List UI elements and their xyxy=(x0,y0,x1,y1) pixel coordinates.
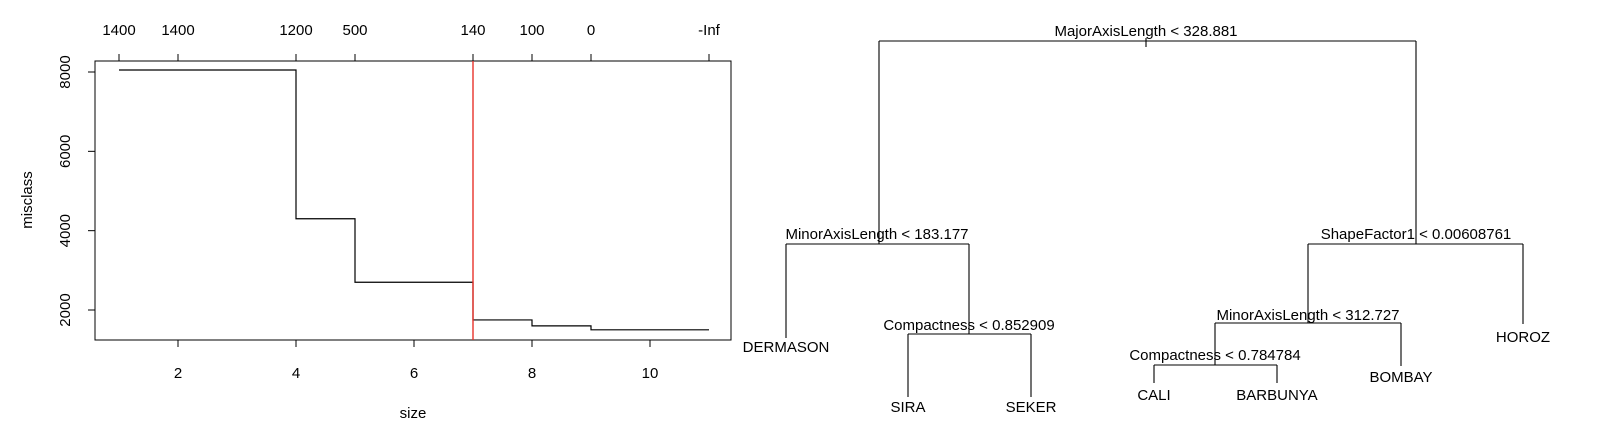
top-tick-label: 1200 xyxy=(279,22,312,39)
split-label-minor183: MinorAxisLength < 183.177 xyxy=(785,226,968,243)
tree-labels: MajorAxisLength < 328.881 MinorAxisLengt… xyxy=(743,23,1550,416)
x-tick-label: 10 xyxy=(642,365,659,382)
misclass-step-line xyxy=(119,69,709,331)
x-tick-label: 8 xyxy=(528,365,536,382)
leaf-horoz: HOROZ xyxy=(1496,329,1550,346)
y-tick-label: 8000 xyxy=(57,55,74,88)
tree-branches xyxy=(785,38,1524,397)
y-axis-label: misclass xyxy=(19,171,36,229)
top-tick-label: 1400 xyxy=(102,22,135,39)
top-axis: 1400 1400 1200 500 140 100 0 -Inf xyxy=(102,22,721,61)
top-tick-label: -Inf xyxy=(698,22,721,39)
x-axis-label: size xyxy=(400,405,427,422)
split-label-minor312: MinorAxisLength < 312.727 xyxy=(1216,307,1399,324)
top-tick-label: 1400 xyxy=(161,22,194,39)
top-tick-label: 500 xyxy=(342,22,367,39)
split-label-comp0784: Compactness < 0.784784 xyxy=(1129,347,1300,364)
leaf-cali: CALI xyxy=(1137,387,1170,404)
y-tick-label: 4000 xyxy=(57,214,74,247)
split-label-sf1: ShapeFactor1 < 0.00608761 xyxy=(1321,226,1512,243)
x-axis: 2 4 6 8 10 xyxy=(174,339,659,382)
y-tick-label: 6000 xyxy=(57,135,74,168)
leaf-seker: SEKER xyxy=(1006,399,1057,416)
y-tick-label: 2000 xyxy=(57,293,74,326)
plot-box xyxy=(94,60,732,341)
y-axis: 2000 4000 6000 8000 xyxy=(57,55,95,327)
leaf-dermason: DERMASON xyxy=(743,339,830,356)
leaf-sira: SIRA xyxy=(890,399,925,416)
leaf-barbunya: BARBUNYA xyxy=(1236,387,1317,404)
step-series xyxy=(119,61,709,340)
split-label-root: MajorAxisLength < 328.881 xyxy=(1054,23,1237,40)
x-tick-label: 6 xyxy=(410,365,418,382)
x-tick-label: 2 xyxy=(174,365,182,382)
top-tick-label: 100 xyxy=(519,22,544,39)
top-tick-label: 0 xyxy=(587,22,595,39)
leaf-bombay: BOMBAY xyxy=(1369,369,1432,386)
classification-tree: MajorAxisLength < 328.881 MinorAxisLengt… xyxy=(743,23,1550,416)
top-tick-label: 140 xyxy=(460,22,485,39)
misclass-size-plot: 1400 1400 1200 500 140 100 0 -Inf 2 4 6 8 10 2000 40… xyxy=(19,22,732,422)
x-tick-label: 4 xyxy=(292,365,300,382)
split-label-comp0852: Compactness < 0.852909 xyxy=(883,317,1054,334)
